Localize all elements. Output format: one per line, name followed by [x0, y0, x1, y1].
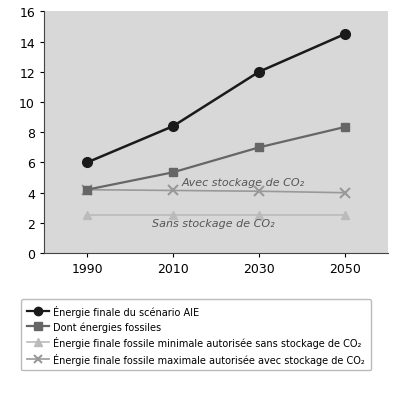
Text: Sans stockage de CO₂: Sans stockage de CO₂: [152, 219, 274, 229]
Legend: Énergie finale du scénario AIE, Dont énergies fossiles, Énergie finale fossile m: Énergie finale du scénario AIE, Dont éne…: [21, 299, 371, 371]
Text: Avec stockage de CO₂: Avec stockage de CO₂: [182, 178, 305, 188]
